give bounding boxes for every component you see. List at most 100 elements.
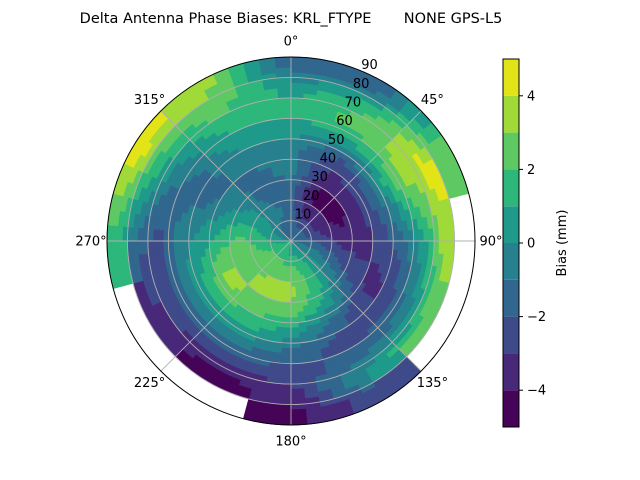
contour-cell [290, 347, 302, 354]
contour-cell [173, 240, 180, 252]
contour-cell [178, 230, 185, 242]
contour-cell [132, 240, 139, 256]
radial-tick-label: 30 [311, 170, 328, 185]
contour-cell [152, 240, 159, 254]
theta-tick-label: 270° [75, 235, 106, 250]
contour-cell [417, 229, 425, 242]
contour-cell [111, 225, 119, 242]
contour-cell [277, 87, 292, 94]
contour-cell [285, 184, 292, 191]
contour-cell [229, 240, 236, 247]
contour-cell [321, 237, 328, 242]
contour-cell [290, 153, 299, 160]
contour-cell [290, 317, 299, 324]
contour-cell [387, 231, 394, 242]
polar-frame [106, 56, 476, 426]
contour-cell [278, 97, 292, 104]
contour-cell [224, 234, 231, 242]
axis-labels: 0° 45° 90° 135° 180° 225° 270° 315° 10 20 30 40 50 60… [75, 35, 502, 450]
contour-cell [229, 235, 236, 242]
contour-cell [111, 240, 119, 257]
contour-cell [283, 317, 292, 324]
colorbar: −4 −2 0 2 4 Bias (mm) [502, 58, 570, 428]
contour-cell [351, 240, 358, 248]
contour-cell [290, 118, 303, 125]
contour-cell [397, 240, 404, 252]
contour-cell [295, 290, 302, 298]
contour-cell [188, 231, 195, 242]
contour-cell [340, 230, 348, 237]
contour-cell [443, 226, 450, 242]
contour-cell [278, 378, 292, 385]
contour-cell [279, 118, 292, 125]
contour-cell [284, 301, 292, 308]
contour-cell [290, 286, 296, 293]
contour-cell [290, 332, 300, 339]
contour-cell [428, 228, 435, 242]
contour-cell [443, 240, 450, 256]
radial-tick-label: 80 [353, 77, 370, 92]
contour-cell [168, 229, 175, 242]
contour-cell [284, 306, 292, 313]
radial-tick-label: 50 [328, 133, 345, 148]
contour-cell [397, 230, 404, 242]
contour-cell [284, 169, 292, 176]
contour-cell [290, 367, 303, 375]
contour-cell [214, 233, 221, 242]
contour-cell [438, 240, 445, 255]
contour-cell [407, 229, 414, 242]
colorbar-tick-label: 2 [527, 163, 535, 178]
contour-cell [382, 232, 389, 242]
contour-cell [157, 229, 165, 242]
radial-tick-label: 10 [295, 208, 312, 223]
contour-cell [198, 240, 205, 250]
colorbar-level [503, 390, 519, 427]
contour-cell [290, 306, 298, 313]
colorbar-level [503, 59, 519, 96]
colorbar-level [503, 169, 519, 207]
contour-cell [224, 240, 231, 248]
contour-cell [367, 233, 374, 242]
contour-cell [407, 240, 414, 253]
contour-cell [137, 240, 144, 255]
colorbar-level [503, 279, 519, 317]
contour-cell [290, 148, 300, 155]
theta-tick-label: 0° [284, 35, 299, 50]
contour-cell [239, 244, 247, 251]
contour-cell [290, 296, 297, 303]
contour-cell [147, 228, 154, 242]
polar-grid [106, 56, 476, 426]
contour-cell [277, 388, 292, 395]
contour-cell [290, 378, 304, 385]
radial-tick-label: 70 [345, 96, 362, 111]
contour-cell [290, 61, 307, 69]
contour-cell [331, 236, 338, 242]
contour-cell [279, 357, 292, 364]
contour-cell [193, 232, 200, 242]
contour-cell [372, 240, 379, 249]
contour-cell [116, 225, 124, 242]
contour-cell [254, 240, 261, 245]
contour-cell [367, 240, 374, 249]
contour-cell [290, 413, 307, 421]
colorbar-level [503, 353, 519, 391]
contour-cell [290, 276, 295, 283]
contour-cell [428, 240, 435, 254]
contour-cell [377, 240, 384, 250]
contour-cell [290, 128, 302, 135]
colorbar-level [503, 95, 519, 133]
contour-cell [276, 393, 292, 400]
radial-tick-label: 60 [336, 114, 353, 129]
contour-cell [283, 164, 292, 171]
contour-cell [387, 240, 394, 251]
contour-cell [280, 352, 292, 359]
colorbar-tick-label: 0 [527, 237, 535, 252]
colorbar-level [503, 316, 519, 354]
contour-cell [290, 281, 296, 288]
contour-cell [147, 240, 154, 254]
contour-cell [239, 240, 246, 246]
contour-cell [193, 240, 200, 250]
contour-cell [290, 352, 302, 359]
contour-cell [198, 232, 205, 242]
